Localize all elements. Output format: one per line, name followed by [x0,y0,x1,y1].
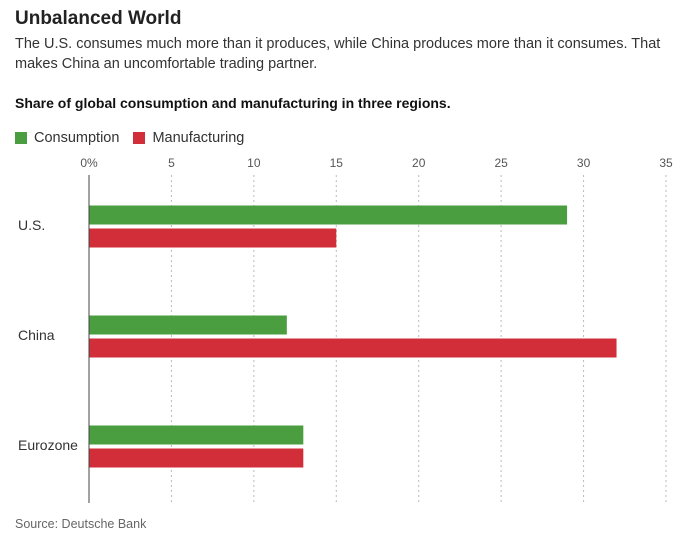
source-note: Source: Deutsche Bank [15,517,147,531]
legend-label-manufacturing: Manufacturing [152,130,245,146]
chart-dek: The U.S. consumes much more than it prod… [15,36,661,72]
x-tick-label: 5 [168,156,175,170]
x-tick-label: 25 [494,156,508,170]
x-tick-label: 30 [577,156,591,170]
x-tick-label: 15 [330,156,344,170]
chart-headline: Unbalanced World [15,8,182,29]
chart-subtitle: Share of global consumption and manufact… [15,95,451,111]
x-tick-label: 35 [659,156,673,170]
legend-item-manufacturing: Manufacturing [133,130,244,146]
legend-swatch-consumption [15,132,27,144]
category-label: China [18,327,55,343]
chart-legend: Consumption Manufacturing [15,130,258,146]
bar-manufacturing [89,338,617,358]
legend-swatch-manufacturing [133,132,146,144]
legend-item-consumption: Consumption [15,130,119,146]
x-tick-label: 0% [80,156,98,170]
bar-consumption [89,315,287,335]
bar-consumption [89,425,304,445]
category-label: Eurozone [18,437,78,453]
x-tick-label: 10 [247,156,261,170]
bar-manufacturing [89,448,304,468]
bar-consumption [89,205,568,225]
category-label: U.S. [18,217,45,233]
legend-label-consumption: Consumption [34,130,120,146]
bar-manufacturing [89,228,337,248]
x-tick-label: 20 [412,156,426,170]
